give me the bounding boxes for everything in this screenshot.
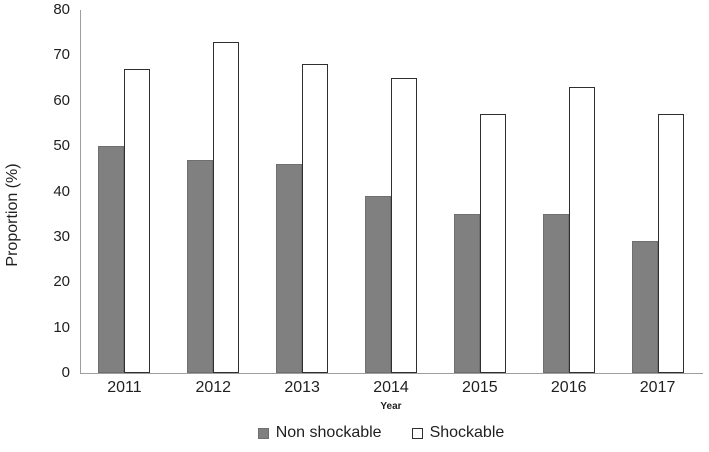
y-tick-label: 70 (53, 46, 70, 64)
x-tick-label-2013: 2013 (284, 379, 320, 396)
legend-label: Shockable (429, 424, 505, 441)
bar-non-shockable-2015 (453, 214, 480, 373)
x-tick-label-2011: 2011 (107, 379, 142, 396)
legend: Non shockable Shockable (70, 424, 692, 442)
x-tick-label-2015: 2015 (462, 379, 498, 396)
legend-item-non-shockable: Non shockable (257, 424, 382, 442)
bar-non-shockable-2016 (542, 214, 569, 373)
legend-label: Non shockable (275, 424, 382, 441)
bar-non-shockable-2017 (631, 241, 658, 373)
bar-shockable-2015 (479, 114, 506, 373)
x-tick-label-2017: 2017 (639, 379, 676, 396)
bar-shockable-2017 (657, 114, 684, 373)
y-axis-title: Proportion (%) (4, 163, 21, 267)
bar-non-shockable-2012 (187, 159, 214, 373)
bar-non-shockable-2013 (276, 164, 303, 373)
legend-item-shockable: Shockable (411, 424, 505, 442)
y-tick-label: 60 (53, 91, 70, 109)
bar-shockable-2011 (124, 68, 151, 373)
y-tick-label: 30 (53, 227, 70, 245)
y-tick-label: 20 (53, 273, 70, 291)
y-tick-label: 40 (53, 182, 70, 200)
bar-shockable-2016 (568, 87, 595, 373)
y-tick-label: 80 (53, 1, 70, 18)
x-tick-label-2016: 2016 (550, 379, 587, 396)
bar-non-shockable-2014 (365, 196, 391, 373)
y-tick-label: 10 (53, 318, 70, 336)
bar-shockable-2014 (391, 78, 417, 373)
x-tick-label-2014: 2014 (373, 379, 409, 396)
y-tick-label: 50 (53, 137, 70, 155)
y-tick-label: 0 (61, 364, 70, 381)
bar-non-shockable-2011 (98, 146, 125, 373)
filled-gray-square-icon (257, 427, 269, 439)
bar-shockable-2013 (302, 64, 329, 373)
x-tick-label-2012: 2012 (195, 379, 232, 396)
bar-shockable-2012 (213, 41, 240, 373)
x-axis-title: Year (380, 401, 402, 412)
outlined-white-square-icon (411, 427, 423, 439)
